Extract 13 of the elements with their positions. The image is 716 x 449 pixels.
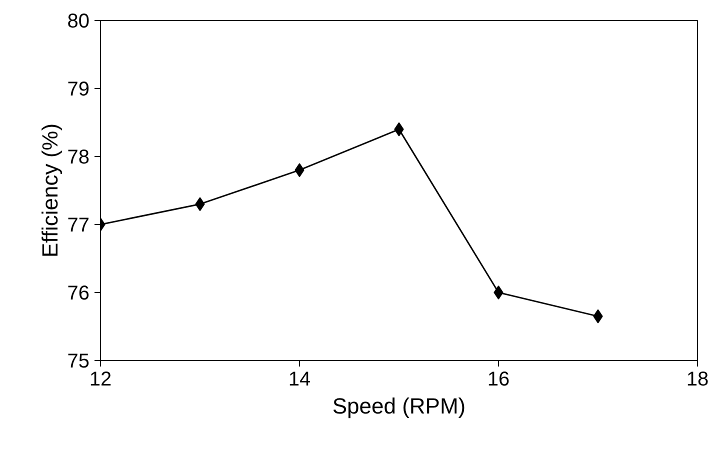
x-tick-label: 16	[487, 368, 510, 390]
y-tick-label: 76	[67, 282, 90, 304]
x-tick-label: 18	[686, 368, 709, 390]
y-tick-label: 80	[67, 10, 90, 32]
y-tick-label: 75	[67, 350, 90, 372]
y-axis-title: Efficiency (%)	[37, 123, 62, 258]
x-axis-title: Speed (RPM)	[332, 394, 466, 418]
point	[494, 286, 504, 300]
x-tick-label: 14	[288, 368, 311, 390]
y-tick-label: 78	[67, 146, 90, 168]
y-tick-label: 79	[67, 78, 90, 100]
x-tick-label: 12	[89, 368, 112, 390]
y-tick-label: 77	[67, 214, 90, 236]
